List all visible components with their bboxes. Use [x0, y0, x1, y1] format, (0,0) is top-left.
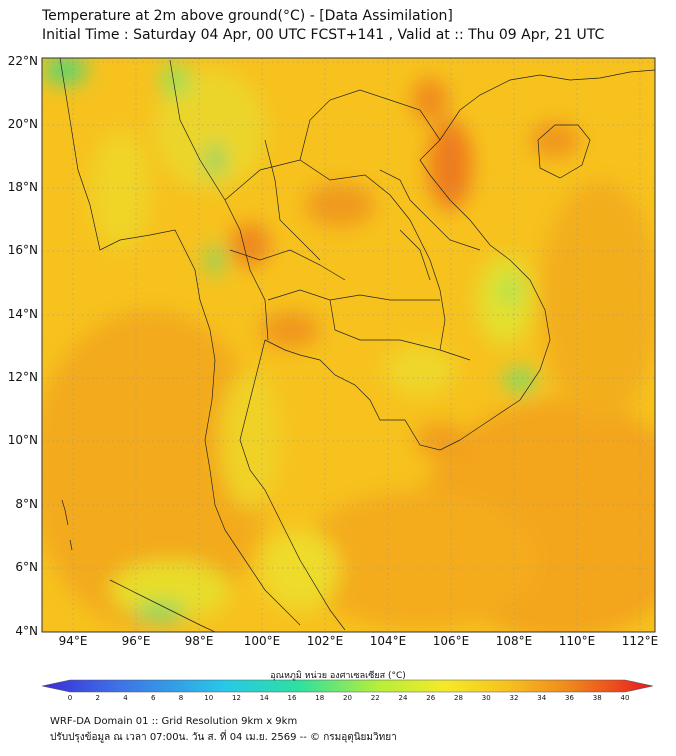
colorbar-tick-label: 18: [315, 694, 325, 702]
colorbar-tick-label: 2: [95, 694, 100, 702]
colorbar-tick-label: 4: [123, 694, 128, 702]
lon-label: 98°E: [184, 634, 214, 648]
temperature-map: [41, 57, 656, 693]
footer-model-info: WRF-DA Domain 01 :: Grid Resolution 9km …: [50, 716, 298, 727]
colorbar-tick-label: 38: [592, 694, 602, 702]
lon-label: 106°E: [432, 634, 470, 648]
lon-label: 94°E: [58, 634, 88, 648]
colorbar-tick-label: 24: [398, 694, 408, 702]
colorbar-tick-label: 26: [426, 694, 436, 702]
lon-label: 110°E: [558, 634, 596, 648]
lon-label: 100°E: [243, 634, 281, 648]
colorbar-tick-label: 22: [370, 694, 380, 702]
colorbar-tick-label: 40: [620, 694, 630, 702]
colorbar-tick-label: 8: [178, 694, 184, 702]
colorbar-tick-label: 16: [287, 694, 297, 702]
lon-label: 112°E: [621, 634, 659, 648]
lat-label: 4°N: [15, 624, 38, 638]
colorbar-tick-label: 30: [481, 694, 491, 702]
colorbar-label: อุณหภูมิ หน่วย องศาเซลเซียส (°C): [270, 671, 406, 681]
graticule: [42, 58, 655, 632]
colorbar-tick-label: 10: [204, 694, 214, 702]
lat-label: 16°N: [7, 243, 38, 257]
lon-label: 96°E: [121, 634, 151, 648]
temperature-field: [42, 58, 655, 632]
colorbar-tick-label: 0: [67, 694, 73, 702]
colorbar-tick-label: 14: [259, 694, 269, 702]
colorbar-tick-label: 32: [509, 694, 519, 702]
lon-label: 102°E: [306, 634, 344, 648]
lon-label: 108°E: [495, 634, 533, 648]
colorbar-tick-label: 28: [454, 694, 463, 702]
lat-label: 6°N: [15, 560, 38, 574]
lat-label: 20°N: [7, 117, 38, 131]
map-frame: [41, 57, 656, 633]
lat-label: 18°N: [7, 180, 38, 194]
map-title: Temperature at 2m above ground(°C) - [Da…: [42, 8, 453, 24]
colorbar-tick-label: 36: [565, 694, 574, 702]
lat-label: 22°N: [7, 54, 38, 68]
colorbar-tick-label: 34: [537, 694, 547, 702]
lat-label: 8°N: [15, 497, 38, 511]
colorbar-tick-label: 12: [232, 694, 241, 702]
lat-label: 10°N: [7, 433, 38, 447]
colorbar-tick-label: 20: [343, 694, 352, 702]
colorbar: [41, 679, 654, 693]
footer-update-info: ปรับปรุงข้อมูล ณ เวลา 07:00น. วัน ส. ที่…: [50, 732, 397, 743]
lat-label: 14°N: [7, 307, 38, 321]
lon-label: 104°E: [369, 634, 407, 648]
colorbar-tick-label: 6: [151, 694, 156, 702]
lat-label: 12°N: [7, 370, 38, 384]
map-subtitle: Initial Time : Saturday 04 Apr, 00 UTC F…: [42, 27, 605, 43]
country-borders: [59, 58, 655, 632]
